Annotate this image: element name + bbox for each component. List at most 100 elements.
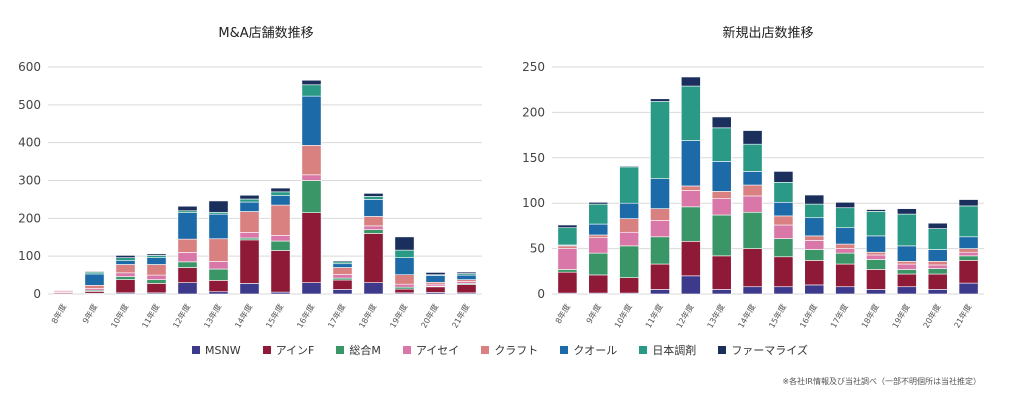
bar-segment — [711, 127, 732, 162]
bar-segment — [270, 250, 291, 293]
bar-segment — [650, 101, 670, 179]
x-tick-label: 17年度 — [828, 302, 850, 330]
x-tick-label: 16年度 — [797, 302, 819, 330]
bar-segment — [363, 196, 384, 200]
bar-segment — [619, 245, 640, 278]
bar-segment — [301, 180, 322, 213]
bar-segment — [742, 143, 763, 172]
bar-segment — [650, 178, 670, 209]
bar-segment — [927, 264, 948, 269]
bar-segment — [619, 231, 640, 247]
chart-new-openings: 新規出店数推移 0 50 100 150 200 250 8年度 9年度 10年度 11年度 12年… — [522, 25, 984, 330]
x-tick-label: 17年度 — [325, 302, 347, 330]
bar-segment — [773, 182, 794, 203]
bar-segment — [619, 202, 640, 219]
bar-segment — [588, 237, 609, 254]
bar-segment — [115, 255, 136, 258]
bar-segment — [270, 191, 291, 196]
bar-segment — [208, 291, 229, 295]
bar-segment — [115, 279, 136, 294]
x-tick-label: 9年度 — [80, 302, 99, 325]
legend-swatch — [560, 346, 569, 354]
chart-legend: MSNW アインF 総合M アイセイ クラフト クオール 日本調剤 ファーマライ… — [150, 342, 850, 358]
bar-segment — [270, 187, 291, 193]
bar-segment — [588, 274, 609, 294]
bar-segment — [208, 268, 229, 281]
bar-segment — [866, 254, 886, 260]
chart-ma-stores: M&A店舗数推移 0 100 200 300 400 500 600 8年度 9年度 10年度 11… — [18, 26, 482, 330]
bar-segment — [363, 233, 384, 283]
bar-segment — [711, 198, 732, 216]
bar-segment — [239, 198, 260, 203]
bar-segment — [804, 284, 825, 295]
bar-segment — [927, 268, 948, 275]
bar-segment — [650, 289, 670, 295]
bar-segment — [270, 240, 291, 251]
bar-segment — [115, 260, 136, 265]
bar-segment — [363, 193, 384, 197]
bar-segment — [619, 165, 640, 168]
x-tick-label: 12年度 — [170, 302, 192, 330]
bar-segment — [804, 194, 825, 205]
bar-segment — [773, 256, 794, 288]
bar-segment — [866, 251, 886, 256]
bar-segment — [650, 220, 670, 238]
bar-segment — [115, 264, 136, 274]
legend-item: クオール — [560, 342, 617, 358]
chart-title: 新規出店数推移 — [722, 25, 813, 41]
bar-segment — [742, 171, 763, 186]
bar-segment — [301, 282, 322, 295]
bar-segment — [773, 215, 794, 226]
bar-segment — [239, 194, 260, 200]
bar-segment — [958, 251, 979, 257]
bar-segment — [177, 282, 198, 295]
bar-segment — [680, 76, 701, 87]
legend-swatch — [639, 346, 648, 354]
bar-segment — [835, 201, 856, 209]
x-tick-label: 14年度 — [736, 302, 758, 330]
bar-segment — [239, 232, 260, 239]
bar-segment — [588, 203, 609, 225]
bar-segment — [927, 249, 948, 262]
bar-segment — [804, 260, 825, 286]
bar-segment — [425, 275, 446, 283]
bar-segment — [332, 267, 353, 275]
bar-segment — [115, 276, 136, 280]
y-tick-label: 100 — [522, 196, 545, 210]
legend-swatch — [481, 346, 490, 354]
bar-segment — [146, 264, 167, 276]
x-tick-label: 9年度 — [584, 302, 603, 325]
legend-label: クラフト — [494, 344, 539, 357]
y-tick-label: 0 — [537, 287, 545, 301]
legend-swatch — [192, 346, 200, 354]
bar-segment — [804, 217, 825, 237]
legend-item: クラフト — [481, 342, 538, 358]
bar-segment — [146, 257, 167, 265]
bar-segment — [896, 245, 917, 262]
x-tick-label: 8年度 — [49, 302, 68, 325]
x-tick-label: 19年度 — [387, 302, 409, 330]
y-tick-label: 400 — [18, 136, 41, 150]
bar-segment — [835, 248, 856, 254]
legend-swatch — [402, 346, 411, 354]
footnote: ※各社IR情報及び当社調べ（一部不明個所は当社推定） — [782, 377, 981, 386]
bar-segment — [896, 286, 917, 295]
bar-segment — [619, 218, 640, 233]
x-tick-label: 13年度 — [705, 302, 727, 330]
bar-segment — [804, 203, 825, 219]
bar-segment — [680, 190, 701, 208]
bar-segment — [270, 235, 291, 242]
chart-title: M&A店舗数推移 — [218, 26, 313, 41]
x-tick-label: 10年度 — [612, 302, 634, 330]
bar-segment — [742, 286, 763, 295]
legend-label: 総合M — [349, 344, 381, 357]
legend-label: 日本調剤 — [652, 344, 697, 357]
bar-segment — [363, 229, 384, 234]
bar-segment — [835, 286, 856, 295]
x-tick-label: 10年度 — [108, 302, 130, 330]
bar-segment — [301, 145, 322, 176]
bar-segment — [773, 286, 794, 295]
bar-segment — [711, 161, 732, 192]
legend-label: MSNW — [205, 343, 241, 357]
